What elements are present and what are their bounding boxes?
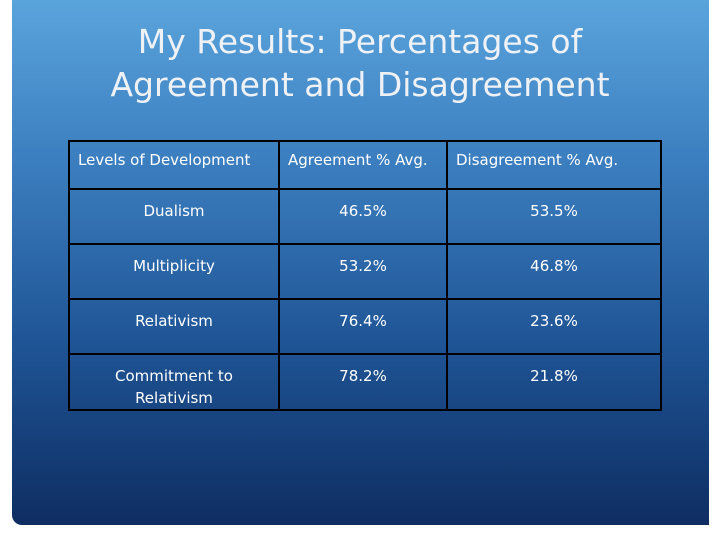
- title-line: My Results: Percentages of: [137, 22, 583, 61]
- results-table: Levels of Development Agreement % Avg. Dis…: [68, 140, 662, 411]
- table-cell: 53.2%: [278, 243, 448, 300]
- table-row: Relativism 76.4% 23.6%: [68, 298, 662, 355]
- table-row: Dualism 46.5% 53.5%: [68, 188, 662, 245]
- header-row: Levels of Development Agreement % Avg. Dis…: [68, 140, 662, 190]
- table-cell: 53.5%: [446, 188, 662, 245]
- table-header: Levels of Development Agreement % Avg. Dis…: [68, 140, 662, 190]
- table-cell: Relativism: [68, 298, 280, 355]
- table-cell: Commitment to Relativism: [68, 353, 280, 411]
- table-body: Dualism 46.5% 53.5% Multiplicity 53.2% 46.8% R…: [68, 188, 662, 411]
- slide-title: My Results: Percentages of Agreement and…: [0, 20, 720, 106]
- table-cell: 21.8%: [446, 353, 662, 411]
- table-cell: Multiplicity: [68, 243, 280, 300]
- table-cell: 78.2%: [278, 353, 448, 411]
- header-cell: Levels of Development: [68, 140, 280, 190]
- table-row: Multiplicity 53.2% 46.8%: [68, 243, 662, 300]
- header-cell: Agreement % Avg.: [278, 140, 448, 190]
- table-cell: Dualism: [68, 188, 280, 245]
- table-cell: 23.6%: [446, 298, 662, 355]
- table-cell: 46.5%: [278, 188, 448, 245]
- title-line: Agreement and Disagreement: [110, 65, 610, 104]
- table-cell: 76.4%: [278, 298, 448, 355]
- header-cell: Disagreement % Avg.: [446, 140, 662, 190]
- table-row: Commitment to Relativism 78.2% 21.8%: [68, 353, 662, 411]
- table-cell: 46.8%: [446, 243, 662, 300]
